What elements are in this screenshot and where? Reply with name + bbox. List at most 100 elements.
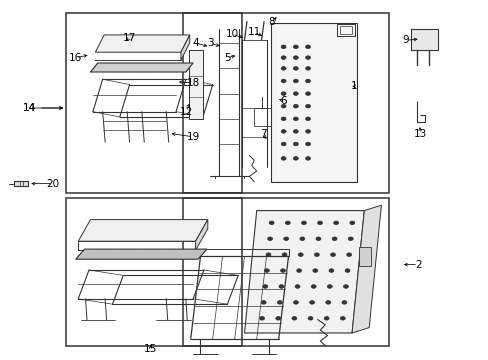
Circle shape — [347, 237, 352, 240]
Circle shape — [296, 269, 301, 273]
Circle shape — [281, 157, 285, 160]
Circle shape — [281, 142, 285, 146]
Circle shape — [305, 79, 310, 83]
Circle shape — [305, 56, 310, 59]
Circle shape — [331, 237, 336, 240]
Circle shape — [309, 301, 314, 304]
Circle shape — [299, 237, 304, 240]
Bar — [339, 26, 351, 34]
Circle shape — [293, 117, 298, 121]
Circle shape — [325, 301, 330, 304]
Circle shape — [275, 316, 280, 320]
Circle shape — [294, 285, 299, 288]
Circle shape — [259, 316, 264, 320]
Circle shape — [263, 285, 267, 288]
Bar — [188, 50, 203, 119]
Circle shape — [293, 130, 298, 133]
Circle shape — [281, 117, 285, 121]
Text: 19: 19 — [186, 132, 200, 142]
Bar — [66, 198, 242, 346]
Text: 15: 15 — [143, 344, 157, 354]
Bar — [183, 198, 388, 346]
Circle shape — [301, 221, 305, 225]
Circle shape — [264, 269, 269, 273]
Circle shape — [293, 56, 298, 59]
Text: 11: 11 — [247, 27, 261, 37]
Bar — [271, 23, 356, 182]
Circle shape — [293, 79, 298, 83]
Circle shape — [305, 104, 310, 108]
Circle shape — [281, 56, 285, 59]
Polygon shape — [78, 220, 207, 241]
Bar — [14, 181, 28, 186]
Circle shape — [280, 269, 285, 273]
Polygon shape — [76, 249, 206, 259]
Circle shape — [345, 269, 349, 273]
Circle shape — [293, 104, 298, 108]
Circle shape — [293, 301, 298, 304]
Circle shape — [261, 301, 265, 304]
Circle shape — [267, 237, 272, 240]
Text: 2: 2 — [414, 260, 421, 270]
Text: 9: 9 — [402, 35, 408, 45]
Text: 6: 6 — [280, 96, 286, 106]
Circle shape — [281, 45, 285, 49]
Text: 17: 17 — [122, 33, 136, 43]
Circle shape — [293, 92, 298, 95]
Circle shape — [293, 67, 298, 70]
Text: 13: 13 — [413, 129, 427, 139]
Circle shape — [277, 301, 282, 304]
Circle shape — [291, 316, 296, 320]
Bar — [337, 24, 354, 36]
Circle shape — [281, 104, 285, 108]
Polygon shape — [244, 211, 364, 333]
Text: 14: 14 — [22, 103, 36, 113]
Circle shape — [305, 130, 310, 133]
Circle shape — [293, 157, 298, 160]
Circle shape — [340, 316, 345, 320]
Circle shape — [281, 92, 285, 95]
Text: 10: 10 — [225, 29, 238, 39]
Circle shape — [328, 269, 333, 273]
Circle shape — [346, 253, 351, 256]
Bar — [410, 29, 437, 50]
Circle shape — [305, 92, 310, 95]
Bar — [183, 13, 388, 193]
Circle shape — [278, 285, 283, 288]
Bar — [359, 247, 370, 266]
Bar — [200, 249, 288, 256]
Bar — [66, 13, 242, 193]
Polygon shape — [195, 220, 207, 250]
Circle shape — [312, 269, 317, 273]
Circle shape — [317, 221, 322, 225]
Text: 20: 20 — [46, 179, 59, 189]
Circle shape — [283, 237, 288, 240]
Text: 3: 3 — [206, 38, 213, 48]
Text: 7: 7 — [259, 129, 266, 139]
Text: 1: 1 — [350, 81, 357, 91]
Circle shape — [341, 301, 346, 304]
Text: 8: 8 — [267, 17, 274, 27]
Circle shape — [305, 157, 310, 160]
Circle shape — [333, 221, 338, 225]
Circle shape — [343, 285, 347, 288]
Circle shape — [293, 45, 298, 49]
Text: 16: 16 — [69, 53, 82, 63]
Polygon shape — [351, 205, 381, 333]
Circle shape — [305, 142, 310, 146]
Text: 14: 14 — [22, 103, 36, 113]
Text: 12: 12 — [179, 107, 193, 117]
Bar — [254, 108, 271, 126]
Circle shape — [282, 253, 286, 256]
Text: 5: 5 — [224, 53, 230, 63]
Circle shape — [305, 67, 310, 70]
Circle shape — [265, 253, 270, 256]
Circle shape — [268, 221, 273, 225]
Circle shape — [314, 253, 319, 256]
Circle shape — [330, 253, 335, 256]
Circle shape — [327, 285, 332, 288]
Circle shape — [307, 316, 312, 320]
Circle shape — [305, 117, 310, 121]
Circle shape — [281, 67, 285, 70]
Polygon shape — [181, 35, 189, 60]
